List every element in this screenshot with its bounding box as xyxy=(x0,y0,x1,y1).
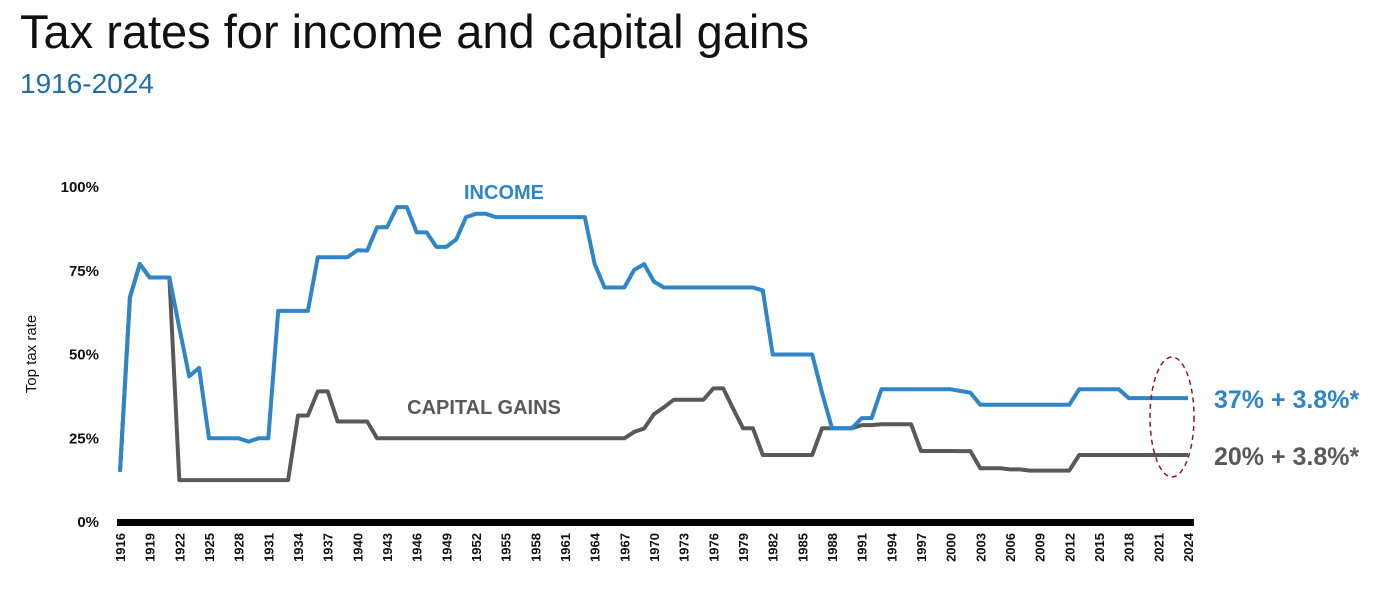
highlight-ellipse xyxy=(1149,356,1195,478)
x-tick-label: 1991 xyxy=(855,533,870,562)
y-tick-label: 100% xyxy=(61,179,99,196)
x-tick-label: 1949 xyxy=(439,533,454,562)
x-tick-label: 2015 xyxy=(1092,533,1107,562)
x-tick-label: 1964 xyxy=(588,532,603,562)
series-line-capital-gains xyxy=(118,262,1188,483)
chart-title: Tax rates for income and capital gains xyxy=(20,5,809,58)
x-tick-label: 2009 xyxy=(1033,533,1048,562)
x-tick-label: 2018 xyxy=(1122,533,1137,562)
x-tick-label: 1979 xyxy=(736,533,751,562)
x-tick-label: 1961 xyxy=(558,533,573,562)
y-tick-label: 25% xyxy=(69,430,99,447)
x-tick-label: 1955 xyxy=(499,533,514,562)
x-tick-label: 2024 xyxy=(1181,532,1196,562)
y-tick-label: 50% xyxy=(69,347,99,364)
x-tick-label: 1919 xyxy=(143,533,158,562)
x-tick-label: 1925 xyxy=(202,533,217,562)
end-labels: 37% + 3.8%* 20% + 3.8%* xyxy=(1214,386,1360,471)
x-tick-label: 1937 xyxy=(321,533,336,562)
series-line-income xyxy=(118,205,1188,472)
x-tick-label: 2021 xyxy=(1151,533,1166,562)
x-axis-line xyxy=(117,519,1194,526)
x-tick-label: 1958 xyxy=(528,533,543,562)
x-tick-label: 1943 xyxy=(380,533,395,562)
x-tick-label: 1916 xyxy=(113,533,128,562)
x-axis: 1916 1919 1922 1925 1928 1931 1934 1937 1940 1943… xyxy=(113,532,1196,562)
x-tick-label: 1940 xyxy=(350,533,365,562)
y-tick-label: 0% xyxy=(77,514,99,531)
x-tick-label: 1994 xyxy=(884,532,899,562)
x-tick-label: 2000 xyxy=(944,533,959,562)
chart-subtitle: 1916-2024 xyxy=(20,68,154,99)
x-tick-label: 1982 xyxy=(766,533,781,562)
y-axis: 0% 25% 50% 75% 100% xyxy=(61,179,99,531)
series-end-label: 20% + 3.8%* xyxy=(1214,443,1360,471)
x-tick-label: 1922 xyxy=(172,533,187,562)
series-name-label: INCOME xyxy=(464,182,544,204)
x-tick-label: 1976 xyxy=(706,533,721,562)
x-tick-label: 2012 xyxy=(1062,533,1077,562)
x-tick-label: 1934 xyxy=(291,532,306,562)
x-tick-label: 1985 xyxy=(795,533,810,562)
x-tick-label: 1970 xyxy=(647,533,662,562)
y-axis-label: Top tax rate xyxy=(23,315,40,393)
series-name-label: CAPITAL GAINS xyxy=(407,397,561,419)
x-tick-label: 1931 xyxy=(261,533,276,562)
x-tick-label: 1973 xyxy=(677,533,692,562)
x-tick-label: 2006 xyxy=(1003,533,1018,562)
x-tick-label: 1946 xyxy=(410,533,425,562)
series-end-label: 37% + 3.8%* xyxy=(1214,386,1360,414)
x-tick-label: 1967 xyxy=(617,533,632,562)
x-tick-label: 1988 xyxy=(825,533,840,562)
x-tick-label: 2003 xyxy=(973,533,988,562)
series-labels: INCOME CAPITAL GAINS xyxy=(407,182,561,419)
series-lines xyxy=(118,205,1188,483)
x-tick-label: 1928 xyxy=(232,533,247,562)
x-tick-label: 1997 xyxy=(914,533,929,562)
x-tick-label: 1952 xyxy=(469,533,484,562)
y-tick-label: 75% xyxy=(69,263,99,280)
